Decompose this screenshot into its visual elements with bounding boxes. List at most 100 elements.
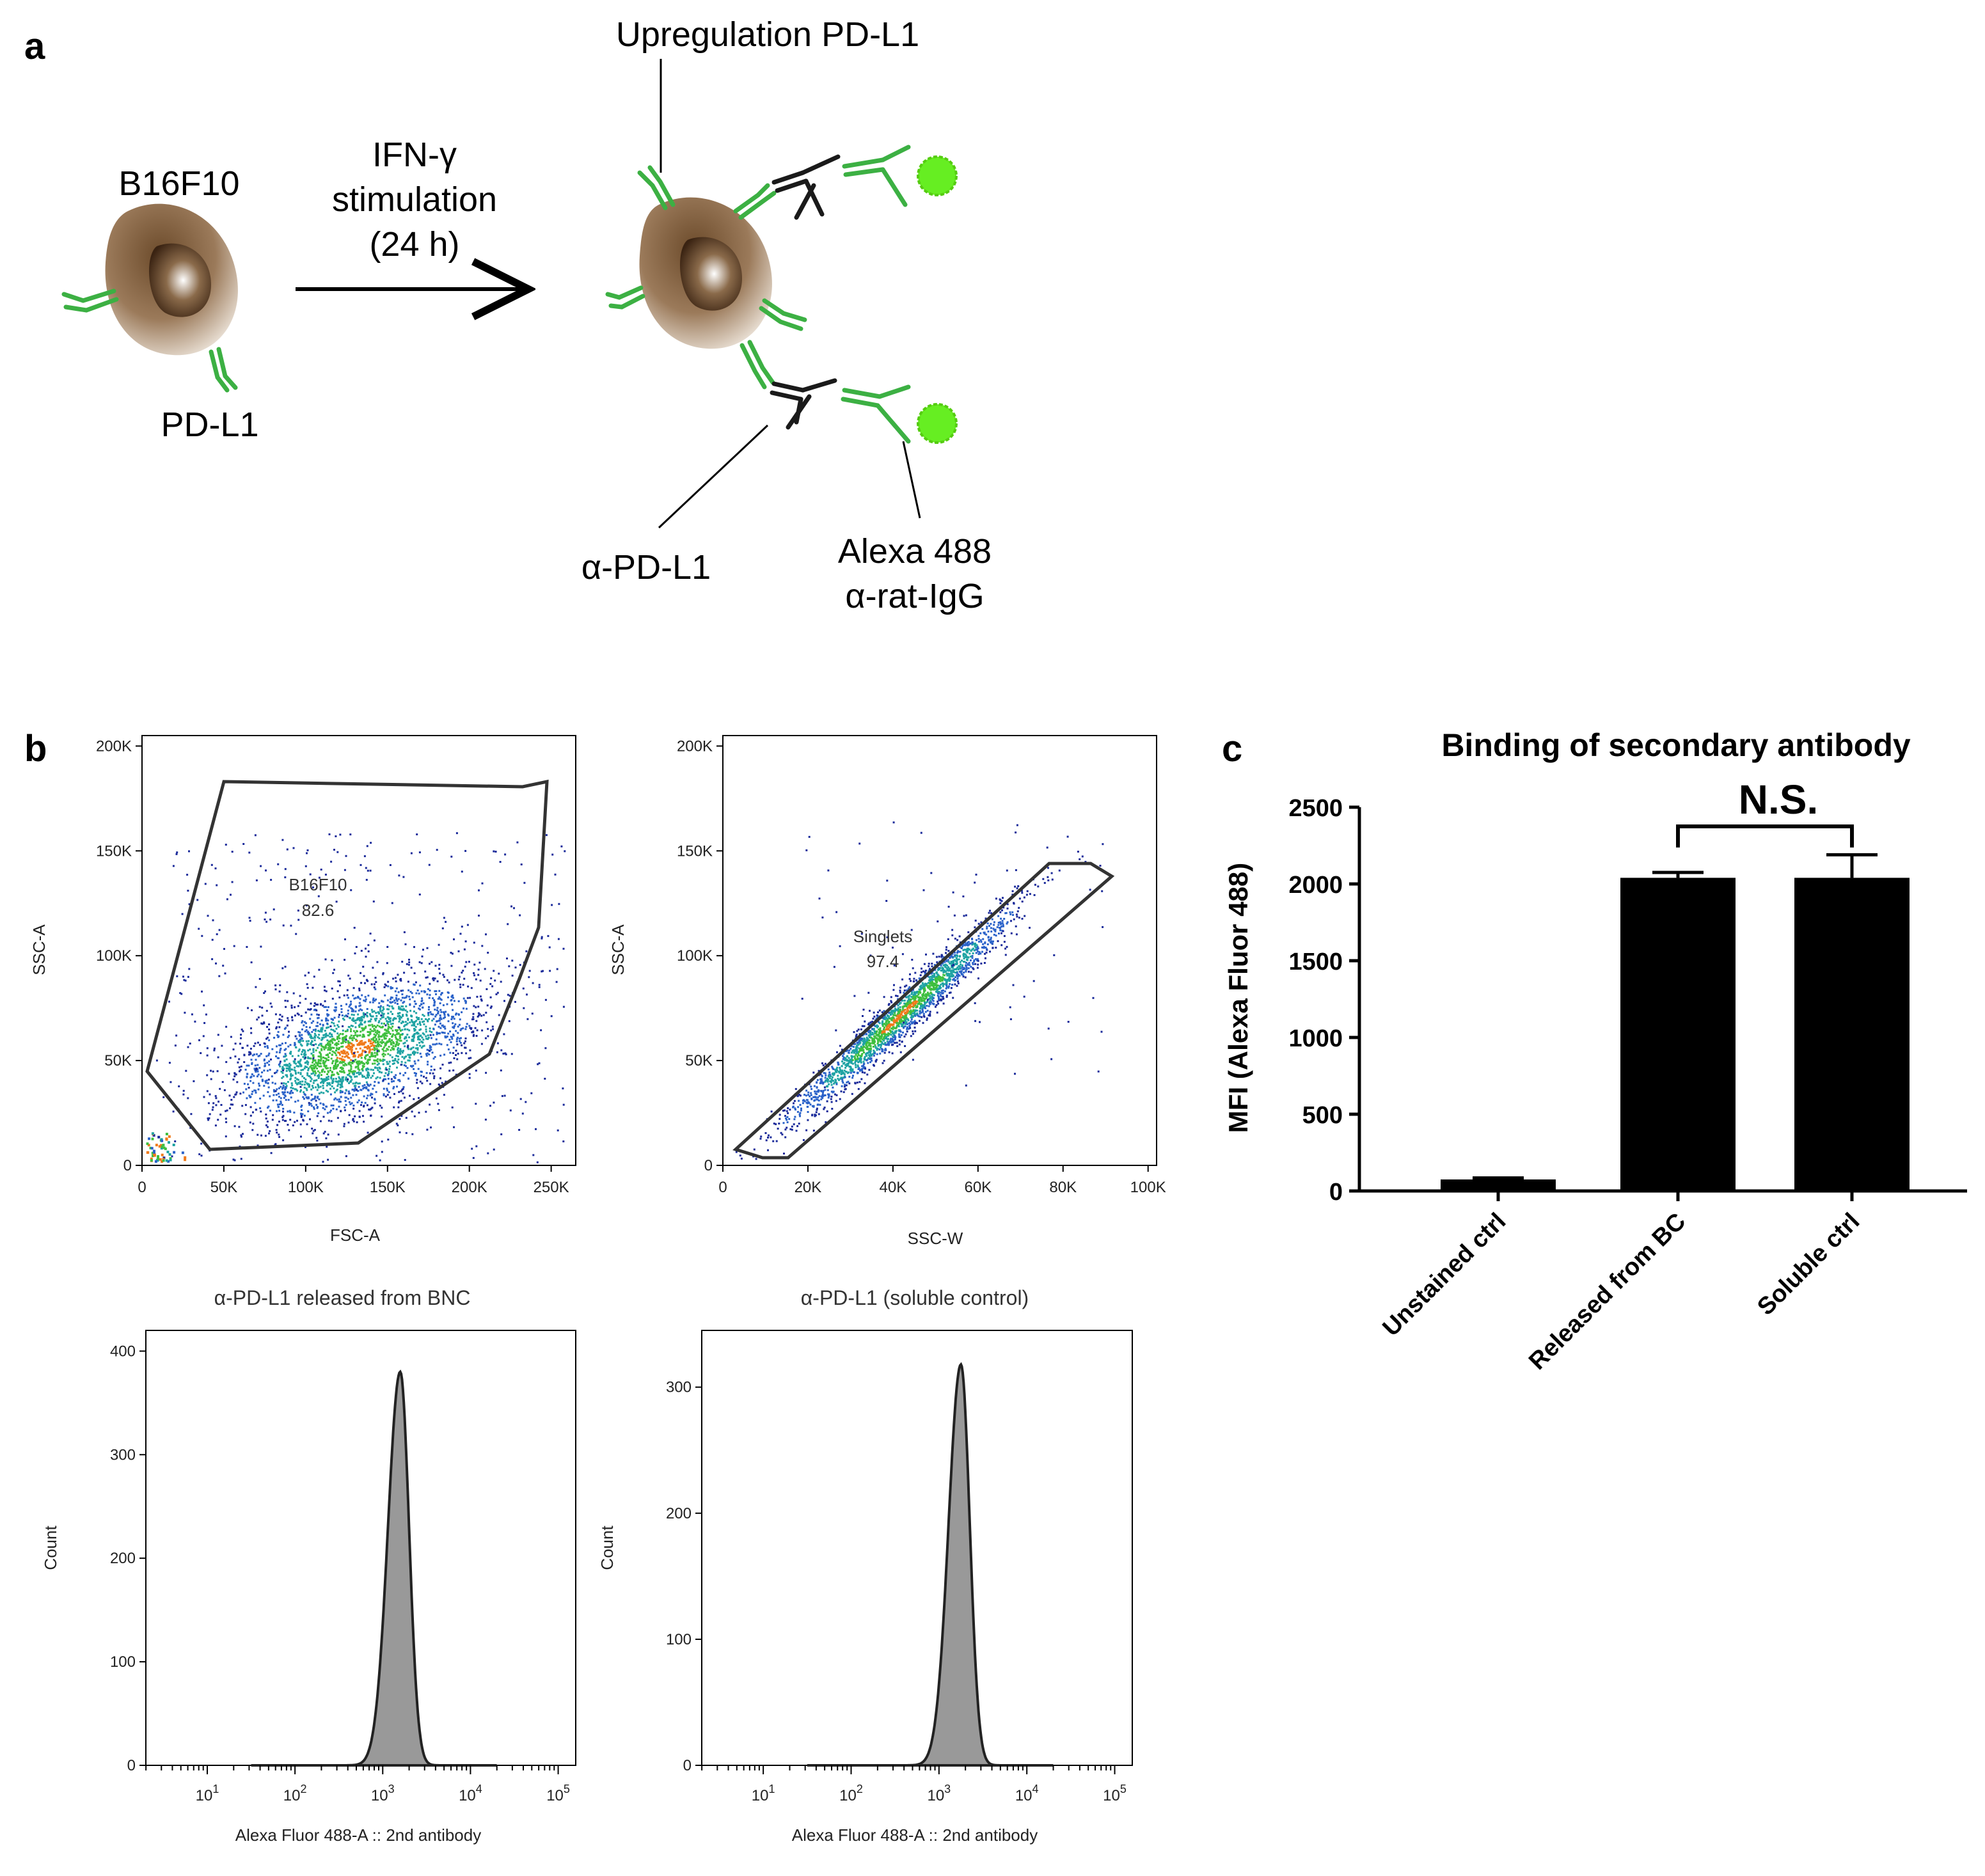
- scatter-point: [349, 1061, 351, 1064]
- scatter-point: [268, 1039, 271, 1041]
- scatter-point: [468, 1057, 470, 1060]
- scatter-point: [398, 1007, 400, 1010]
- scatter-point: [304, 974, 306, 977]
- scatter-point: [312, 1029, 315, 1031]
- scatter-point: [1042, 878, 1045, 880]
- scatter-point: [353, 1089, 356, 1092]
- scatter-point: [908, 1007, 911, 1009]
- scatter-point: [402, 1042, 405, 1044]
- scatter-point: [357, 1068, 360, 1070]
- scatter-point: [874, 1036, 876, 1039]
- scatter-point: [854, 1043, 857, 1045]
- scatter-point: [281, 1076, 283, 1079]
- scatter-point: [319, 1023, 321, 1025]
- scatter-point: [226, 1109, 228, 1112]
- scatter-point: [519, 1098, 522, 1100]
- scatter-point: [405, 996, 407, 998]
- scatter-point: [1006, 922, 1008, 925]
- scatter-point: [297, 1071, 299, 1074]
- scatter-point: [382, 1079, 384, 1082]
- scatter-point: [434, 1043, 436, 1046]
- scatter-point: [856, 1044, 858, 1046]
- scatter-point: [1029, 927, 1031, 929]
- scatter-point: [484, 1037, 487, 1039]
- scatter-point: [866, 1036, 868, 1039]
- scatter-point: [299, 1035, 301, 1037]
- scatter-point: [339, 1033, 342, 1035]
- scatter-point: [305, 1026, 308, 1029]
- scatter-point: [355, 946, 358, 948]
- scatter-point: [883, 1016, 886, 1018]
- scatter-point: [438, 1043, 441, 1045]
- scatter-point: [735, 1151, 738, 1153]
- scatter-point: [314, 1029, 317, 1031]
- scatter-point: [260, 1053, 262, 1055]
- scatter-point: [352, 1054, 355, 1057]
- scatter-point: [912, 1009, 915, 1011]
- scatter-point: [404, 1071, 407, 1074]
- scatter-point: [983, 933, 986, 935]
- scatter-point: [396, 1029, 399, 1032]
- scatter-point: [370, 1114, 372, 1117]
- scatter-point: [485, 1071, 487, 1074]
- scatter-point: [297, 1061, 299, 1064]
- scatter-point: [441, 1025, 443, 1027]
- scatter-point: [155, 1158, 159, 1162]
- scatter-point: [409, 1009, 412, 1012]
- scatter-point: [967, 944, 969, 947]
- scatter-point: [418, 1005, 421, 1007]
- scatter-point: [935, 956, 938, 958]
- scatter-point: [335, 1054, 338, 1057]
- scatter-point: [461, 1011, 463, 1014]
- scatter-point: [864, 1020, 866, 1023]
- scatter-point: [325, 990, 328, 993]
- scatter-point: [355, 1082, 358, 1084]
- scatter-point: [258, 978, 261, 980]
- scatter-point: [842, 1062, 844, 1065]
- scatter-point: [347, 1062, 350, 1064]
- scatter-point: [874, 1060, 877, 1063]
- scatter-point: [951, 952, 954, 955]
- scatter-point: [399, 1012, 401, 1014]
- scatter-point: [331, 1081, 334, 1084]
- scatter-point: [347, 1063, 350, 1066]
- scatter-point: [299, 1072, 302, 1074]
- scatter-point: [400, 989, 402, 992]
- scatter-point: [175, 1034, 178, 1037]
- scatter-point: [432, 997, 434, 1000]
- scatter-point: [866, 1039, 868, 1042]
- scatter-point: [834, 1069, 837, 1071]
- scatter-point: [914, 1014, 917, 1017]
- scatter-point: [387, 1012, 390, 1014]
- scatter-point: [912, 994, 915, 996]
- scatter-point: [422, 1032, 424, 1035]
- scatter-point: [350, 1003, 352, 1005]
- scatter-point: [286, 1024, 289, 1027]
- scatter-point: [465, 1025, 468, 1028]
- scatter-point: [461, 972, 463, 974]
- receptor-before-bottom: [209, 347, 238, 393]
- scatter-point: [268, 1052, 271, 1055]
- scatter-point: [247, 1007, 249, 1009]
- scatter-point: [238, 1126, 241, 1128]
- scatter-point: [969, 959, 972, 961]
- scatter-point: [422, 1002, 425, 1005]
- scatter-point: [290, 924, 292, 927]
- scatter-point: [908, 1005, 911, 1007]
- scatter-point: [920, 1011, 922, 1014]
- scatter-point: [942, 956, 945, 958]
- scatter-point: [241, 1029, 243, 1031]
- scatter-point: [429, 1072, 431, 1075]
- scatter-point: [372, 997, 375, 1000]
- scatter-point: [336, 1047, 338, 1050]
- scatter-point: [324, 1078, 326, 1080]
- scatter-point: [351, 1044, 354, 1046]
- scatter-point: [381, 1107, 383, 1109]
- scatter-point: [360, 1057, 363, 1059]
- scatter-point: [304, 1051, 306, 1053]
- scatter-point: [912, 1032, 914, 1035]
- scatter-point: [257, 1055, 260, 1057]
- scatter-point: [388, 1082, 390, 1085]
- scatter-point: [368, 1040, 370, 1043]
- scatter-point: [255, 986, 257, 988]
